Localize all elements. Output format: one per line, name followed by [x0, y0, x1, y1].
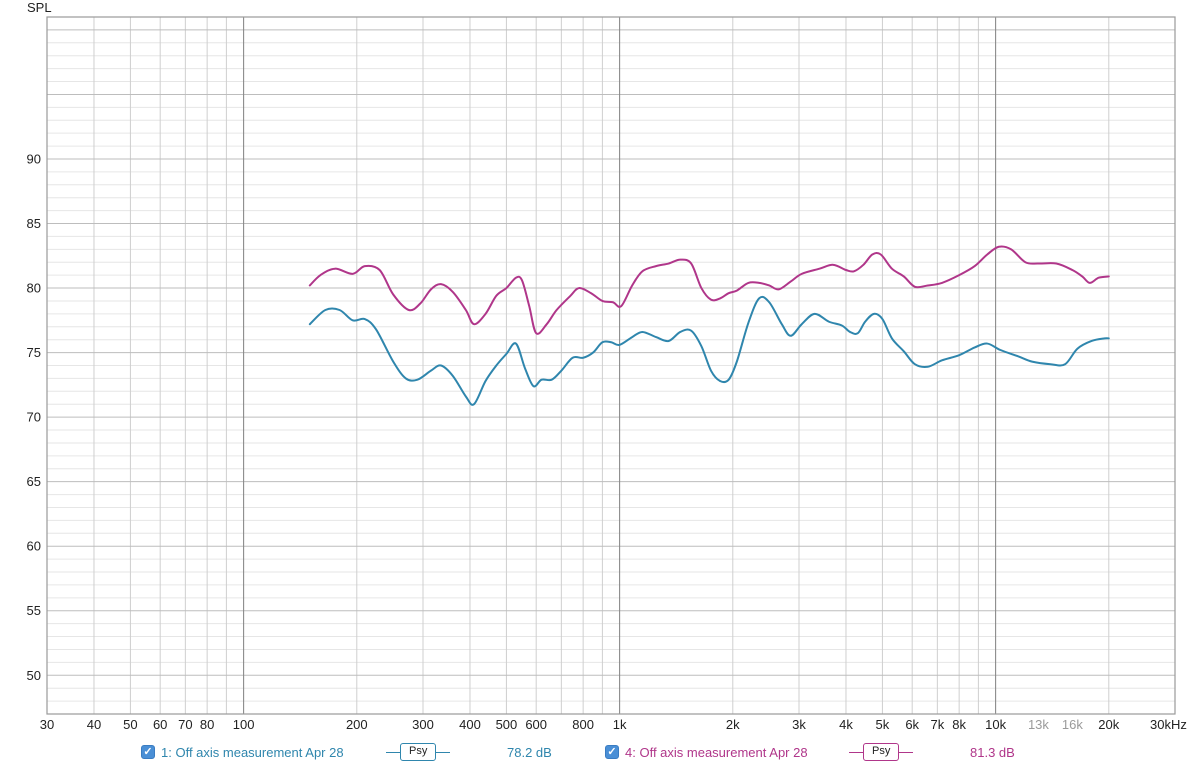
x-tick-label-500: 500	[496, 717, 518, 732]
y-tick-label-75: 75	[27, 345, 41, 360]
x-tick-label-20k: 20k	[1098, 717, 1119, 732]
legend-4-line-icon-right	[899, 751, 914, 753]
frequency-response-chart[interactable]: 90 85 80 75 70 65 60 55 50 30 40 50 60 70 80 100 200 300…	[0, 0, 1200, 740]
x-axis-ticks: 30 40 50 60 70 80 100 200 300 400 500 600 800 1k 2k 3k 4…	[40, 717, 1120, 732]
x-tick-label-3k: 3k	[792, 717, 806, 732]
x-tick-label-8k: 8k	[952, 717, 966, 732]
y-tick-label-70: 70	[27, 410, 41, 425]
legend-entry-4[interactable]: ✓ 4: Off axis measurement Apr 28	[605, 740, 808, 764]
x-tick-label-800: 800	[572, 717, 594, 732]
x-tick-label-300: 300	[412, 717, 434, 732]
legend-4-line-icon	[849, 751, 863, 753]
x-tick-label-4k: 4k	[839, 717, 853, 732]
x-tick-label-2k: 2k	[726, 717, 740, 732]
legend-1-line-icon	[386, 751, 400, 753]
x-tick-label-400: 400	[459, 717, 481, 732]
y-axis-title: SPL	[27, 0, 52, 15]
y-tick-label-90: 90	[27, 151, 41, 166]
x-tick-label-16k: 16k	[1062, 717, 1083, 732]
series-layer	[308, 245, 1110, 406]
major-gridlines	[47, 17, 1175, 714]
legend-1-value: 78.2 dB	[507, 744, 552, 760]
legend-4-swatch[interactable]: Psy	[849, 740, 914, 764]
legend-1-swatch[interactable]: Psy	[386, 740, 451, 764]
y-tick-label-80: 80	[27, 281, 41, 296]
legend-4-value: 81.3 dB	[970, 744, 1015, 760]
y-tick-label-60: 60	[27, 539, 41, 554]
y-tick-label-50: 50	[27, 668, 41, 683]
x-axis-unit-label: 30kHz	[1150, 717, 1187, 732]
x-tick-label-600: 600	[525, 717, 547, 732]
x-tick-label-70: 70	[178, 717, 192, 732]
x-tick-label-1k: 1k	[613, 717, 627, 732]
x-tick-label-40: 40	[87, 717, 101, 732]
legend-4-name: 4: Off axis measurement Apr 28	[625, 744, 808, 760]
legend-1-line-icon-right	[436, 751, 451, 753]
x-tick-label-100: 100	[233, 717, 255, 732]
x-tick-label-5k: 5k	[876, 717, 890, 732]
y-tick-label-85: 85	[27, 216, 41, 231]
series-line-1[interactable]	[308, 295, 1110, 406]
plot-frame	[46, 16, 1176, 715]
y-tick-label-65: 65	[27, 474, 41, 489]
x-tick-label-50: 50	[123, 717, 137, 732]
y-tick-label-55: 55	[27, 603, 41, 618]
x-tick-label-7k: 7k	[930, 717, 944, 732]
x-tick-label-60: 60	[153, 717, 167, 732]
x-tick-label-10k: 10k	[985, 717, 1006, 732]
x-tick-label-13k: 13k	[1028, 717, 1049, 732]
legend-1-smoothing[interactable]: Psy	[400, 743, 437, 761]
legend-entry-1[interactable]: ✓ 1: Off axis measurement Apr 28	[141, 740, 344, 764]
y-axis-ticks: 90 85 80 75 70 65 60 55 50	[27, 151, 41, 682]
x-tick-label-80: 80	[200, 717, 214, 732]
x-tick-label-6k: 6k	[905, 717, 919, 732]
series-line-2[interactable]	[308, 245, 1110, 335]
legend-4-smoothing[interactable]: Psy	[863, 743, 900, 761]
legend-4-checkbox-icon[interactable]: ✓	[605, 745, 619, 759]
legend: ✓ 1: Off axis measurement Apr 28 Psy 78.…	[0, 740, 1200, 764]
x-tick-label-200: 200	[346, 717, 368, 732]
legend-1-name: 1: Off axis measurement Apr 28	[161, 744, 344, 760]
legend-1-checkbox-icon[interactable]: ✓	[141, 745, 155, 759]
x-tick-label-30: 30	[40, 717, 54, 732]
